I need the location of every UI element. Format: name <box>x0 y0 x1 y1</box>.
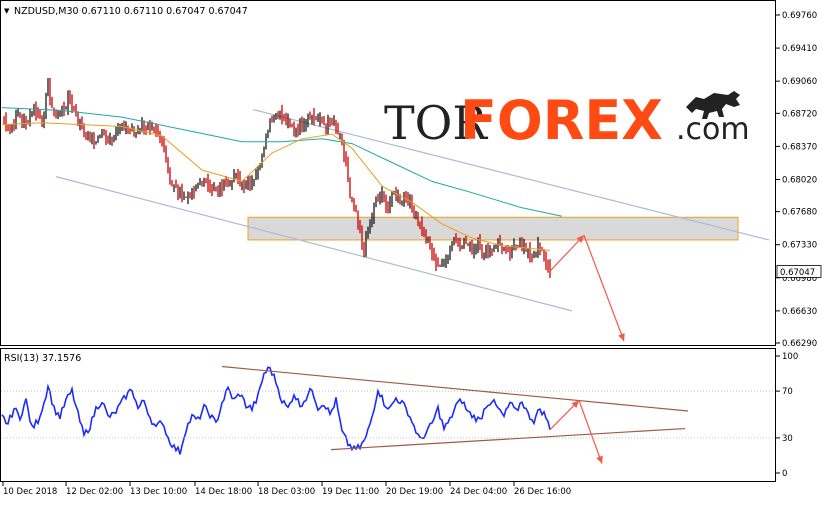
time-axis-label: 18 Dec 03:00 <box>258 487 315 497</box>
rsi-axis-label: 0 <box>782 469 787 479</box>
moving-average-slow <box>1 107 563 217</box>
time-axis-label: 24 Dec 04:00 <box>450 487 507 497</box>
logo-forex-text: FOREX <box>460 89 663 152</box>
price-layer <box>1 77 770 342</box>
bull-icon <box>686 91 740 119</box>
price-forecast-arrows <box>549 234 625 342</box>
price-axis-label: 0.68370 <box>782 142 817 152</box>
rsi-line <box>1 366 551 455</box>
rsi-panel <box>0 348 776 482</box>
time-axis-label: 14 Dec 18:00 <box>195 487 252 497</box>
logo-com-text: .com <box>676 112 750 147</box>
rsi-forecast-arrows <box>549 400 603 464</box>
price-axis-label: 0.68020 <box>782 175 817 185</box>
rsi-panel-title: RSI(13) 37.1576 <box>4 353 81 364</box>
last-price-marker <box>776 265 822 278</box>
forecast-segment <box>583 235 625 342</box>
forecast-segment <box>578 400 603 464</box>
time-axis-label: 20 Dec 19:00 <box>386 487 443 497</box>
time-axis-label: 26 Dec 16:00 <box>514 487 571 497</box>
channel-lower-line <box>55 176 573 312</box>
forecast-arrowhead <box>618 333 625 342</box>
symbol-arrow: ▼ <box>4 7 10 15</box>
rsi-layer <box>1 365 775 464</box>
price-panel <box>0 0 776 346</box>
time-axis-label: 13 Dec 10:00 <box>130 487 187 497</box>
forecast-arrowhead <box>596 455 603 464</box>
time-axis-label: 12 Dec 02:00 <box>66 487 123 497</box>
moving-average-fast <box>1 122 551 251</box>
forecast-arrowhead <box>571 400 579 409</box>
support-zone <box>247 216 739 241</box>
forecast-segment <box>549 234 585 272</box>
rsi-axis-label: 100 <box>782 352 798 362</box>
rsi-trendline-upper <box>221 365 689 412</box>
price-axis-label: 0.69410 <box>782 44 817 54</box>
axis-layer: 0.69760 0.69410 0.69060 0.68720 0.68370 0.680… <box>2 11 822 497</box>
torforex-logo: TOR FOREX .com <box>384 89 750 152</box>
channel-upper-line <box>252 108 770 241</box>
price-axis-label: 0.69060 <box>782 77 817 87</box>
price-axis-label: 0.67330 <box>782 241 817 251</box>
price-axis-label: 0.69760 <box>782 11 817 21</box>
price-axis-label: 0.66980 <box>782 274 817 284</box>
price-panel-title: NZDUSD,M30 0.67110 0.67110 0.67047 0.670… <box>14 6 248 17</box>
rsi-axis-label: 30 <box>782 434 793 444</box>
price-axis-label: 0.67680 <box>782 208 817 218</box>
rsi-axis-label: 70 <box>782 387 793 397</box>
time-axis-label: 10 Dec 2018 <box>3 487 57 497</box>
forecast-arrowhead <box>576 235 584 243</box>
time-axis-label: 19 Dec 11:00 <box>322 487 379 497</box>
rsi-trendline-lower <box>330 427 686 451</box>
price-axis-label: 0.66630 <box>782 307 817 317</box>
logo-tor-text: TOR <box>384 96 488 150</box>
price-axis-label: 0.68720 <box>782 109 817 119</box>
price-axis-label: 0.66290 <box>782 339 817 349</box>
last-price-label: 0.67047 <box>780 268 815 278</box>
